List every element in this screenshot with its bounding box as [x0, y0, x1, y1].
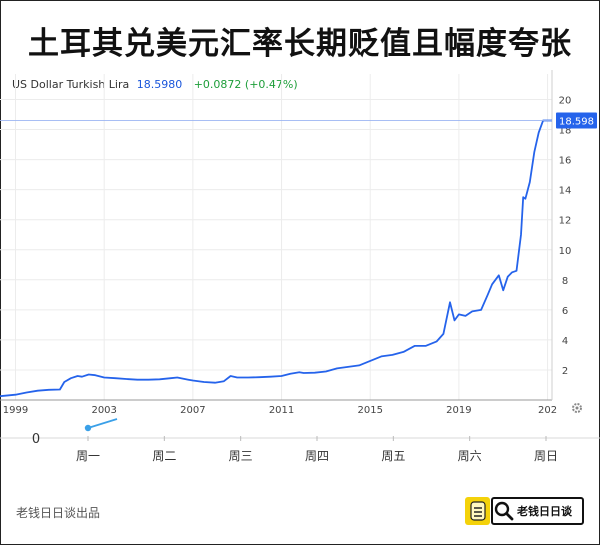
x-tick-label: 1999 [3, 405, 28, 416]
x-tick-label: 2019 [446, 405, 471, 416]
legend-price: 18.5980 [136, 78, 183, 91]
y-tick-label: 4 [562, 336, 568, 347]
page-title: 土耳其兑美元汇率长期贬值且幅度夸张 [28, 26, 572, 62]
weekly-x-tick-label: 周六 [458, 449, 482, 463]
weekly-series-line [87, 418, 118, 429]
weekly-data-point [84, 424, 92, 432]
x-tick-label: 2011 [269, 405, 294, 416]
weekly-x-tick-label: 周三 [229, 449, 253, 463]
current-value-badge [556, 112, 597, 129]
x-tick-label: 2015 [357, 405, 382, 416]
legend-series-name: US Dollar Turkish Lira [12, 78, 130, 91]
weekly-y-tick-label: 0 [32, 432, 40, 447]
gear-icon [572, 403, 582, 413]
x-tick-label: 2007 [180, 405, 205, 416]
y-tick-label: 16 [559, 156, 572, 167]
weekly-x-tick-label: 周二 [152, 449, 176, 463]
brand-name: 老钱日日谈 [517, 505, 572, 518]
brand-logo [465, 497, 490, 525]
weekly-x-tick-label: 周日 [534, 449, 558, 463]
weekly-x-tick-label: 周一 [76, 449, 100, 463]
brand-badge: 老钱日日谈 [491, 497, 584, 525]
y-tick-label: 2 [562, 366, 568, 377]
y-tick-label: 12 [559, 216, 572, 227]
y-tick-label: 20 [559, 96, 572, 107]
weekly-x-tick-label: 周四 [305, 449, 329, 463]
current-value-label: 18.598 [559, 117, 594, 128]
y-tick-label: 14 [559, 186, 572, 197]
x-tick-label: 202 [538, 405, 557, 416]
chart-legend: US Dollar Turkish Lira 18.5980 +0.0872 (… [12, 78, 298, 91]
y-tick-label: 18 [559, 126, 572, 137]
mascot-icon [469, 501, 486, 521]
y-tick-label: 8 [562, 276, 568, 287]
weekly-x-tick-label: 周五 [381, 449, 405, 463]
legend-change: +0.0872 (+0.47%) [193, 78, 298, 91]
search-icon [494, 501, 514, 521]
series-line [0, 119, 552, 398]
y-tick-label: 6 [562, 306, 568, 317]
exchange-rate-chart: 2 4 6 8 10 12 14 16 18 20 1999 2003 2007 2011 2015 2019… [0, 70, 600, 463]
x-tick-label: 2003 [91, 405, 116, 416]
y-tick-label: 10 [559, 246, 572, 257]
footer-credit: 老钱日日谈出品 [16, 506, 101, 520]
